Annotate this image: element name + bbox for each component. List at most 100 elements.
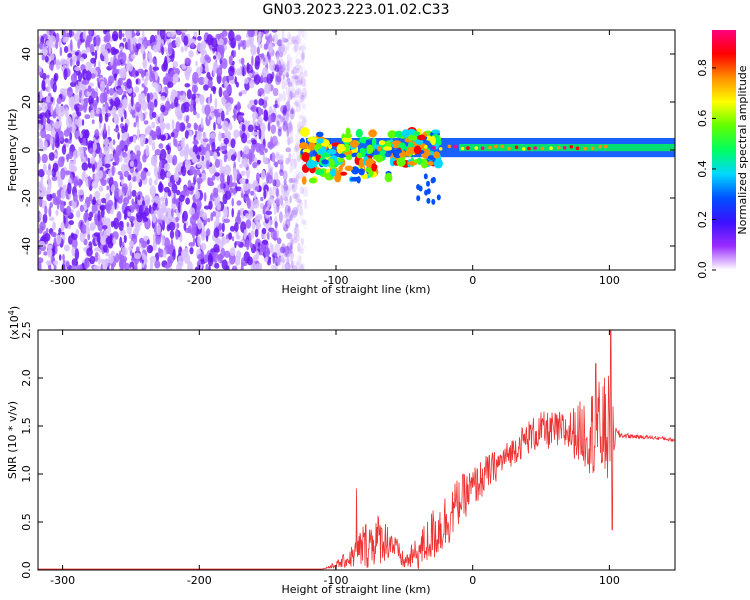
noise-blob	[284, 204, 290, 217]
noise-blob	[196, 177, 203, 184]
noise-blob	[160, 104, 166, 113]
noise-blob	[157, 208, 164, 221]
noise-blob	[236, 101, 241, 113]
noise-blob	[76, 85, 82, 93]
signal-blob	[337, 157, 345, 163]
noise-blob	[165, 197, 168, 207]
noise-blob	[231, 149, 236, 154]
y-tick-label: 20	[20, 95, 33, 109]
noise-blob	[165, 144, 170, 151]
noise-blob	[101, 106, 106, 116]
noise-blob	[225, 238, 230, 244]
noise-blob	[281, 188, 288, 198]
noise-blob	[281, 262, 286, 270]
noise-blob	[267, 121, 271, 132]
peak-dot	[474, 146, 479, 150]
noise-blob	[164, 100, 171, 111]
y-tick-label: -40	[20, 237, 33, 255]
peak-dot	[453, 144, 458, 149]
noise-blob	[67, 182, 72, 195]
noise-blob	[296, 253, 302, 262]
noise-blob	[48, 264, 52, 270]
noise-blob	[79, 133, 83, 139]
noise-blob	[299, 45, 306, 52]
y-tick-label: 1.5	[20, 417, 33, 435]
noise-blob	[44, 205, 48, 216]
noise-blob	[166, 32, 171, 38]
noise-blob	[296, 35, 299, 46]
noise-blob	[175, 36, 181, 48]
noise-blob	[79, 263, 83, 270]
noise-blob	[272, 254, 276, 264]
noise-blob	[282, 220, 287, 228]
signal-blob	[431, 198, 436, 205]
noise-blob	[296, 67, 300, 74]
noise-blob	[167, 255, 174, 264]
noise-blob	[240, 265, 244, 270]
noise-blob	[282, 105, 288, 114]
noise-blob	[295, 223, 299, 230]
noise-blob	[104, 113, 109, 123]
x-tick-label: 100	[599, 274, 620, 287]
noise-blob	[154, 195, 160, 204]
noise-blob	[223, 137, 229, 145]
noise-blob	[231, 207, 234, 218]
noise-blob	[208, 200, 213, 210]
noise-blob	[261, 227, 267, 235]
noise-blob	[113, 128, 120, 132]
noise-blob	[173, 191, 176, 204]
noise-blob	[71, 165, 78, 173]
x-tick-label: 0	[469, 574, 476, 587]
noise-blob	[38, 42, 44, 50]
noise-blob	[181, 137, 186, 142]
noise-blob	[295, 219, 299, 227]
noise-blob	[62, 259, 66, 264]
noise-blob	[289, 238, 294, 243]
noise-blob	[85, 46, 91, 53]
noise-blob	[278, 211, 283, 224]
noise-blob	[227, 151, 231, 158]
noise-blob	[224, 164, 231, 176]
noise-blob	[136, 150, 141, 157]
noise-blob	[73, 176, 79, 188]
noise-blob	[128, 63, 134, 72]
noise-blob	[121, 246, 128, 257]
noise-blob	[159, 122, 167, 130]
noise-blob	[141, 252, 145, 261]
noise-blob	[97, 170, 104, 180]
noise-blob	[185, 197, 191, 205]
noise-blob	[217, 124, 222, 130]
noise-blob	[124, 262, 130, 270]
noise-blob	[86, 247, 93, 257]
noise-blob	[78, 146, 84, 153]
signal-blob	[315, 169, 325, 176]
noise-blob	[69, 58, 73, 67]
noise-blob	[283, 183, 289, 192]
noise-blob	[268, 33, 273, 45]
noise-blob	[289, 162, 294, 174]
noise-blob	[106, 185, 110, 191]
noise-blob	[282, 191, 289, 199]
noise-blob	[275, 194, 282, 206]
noise-blob	[55, 234, 62, 245]
noise-blob	[116, 88, 124, 96]
noise-blob	[132, 135, 137, 144]
noise-blob	[171, 183, 178, 194]
noise-blob	[298, 114, 304, 120]
noise-blob	[251, 55, 254, 66]
noise-blob	[287, 139, 294, 144]
noise-blob	[166, 171, 171, 178]
signal-blob	[384, 172, 393, 183]
noise-blob	[272, 186, 275, 199]
noise-blob	[196, 168, 201, 176]
noise-blob	[294, 44, 302, 56]
noise-blob	[179, 122, 186, 132]
noise-blob	[221, 236, 227, 246]
noise-blob	[167, 189, 172, 197]
noise-blob	[135, 78, 139, 85]
noise-blob	[44, 134, 52, 141]
noise-blob	[190, 42, 195, 48]
noise-blob	[155, 125, 161, 136]
noise-blob	[291, 85, 295, 94]
noise-blob	[261, 67, 269, 79]
